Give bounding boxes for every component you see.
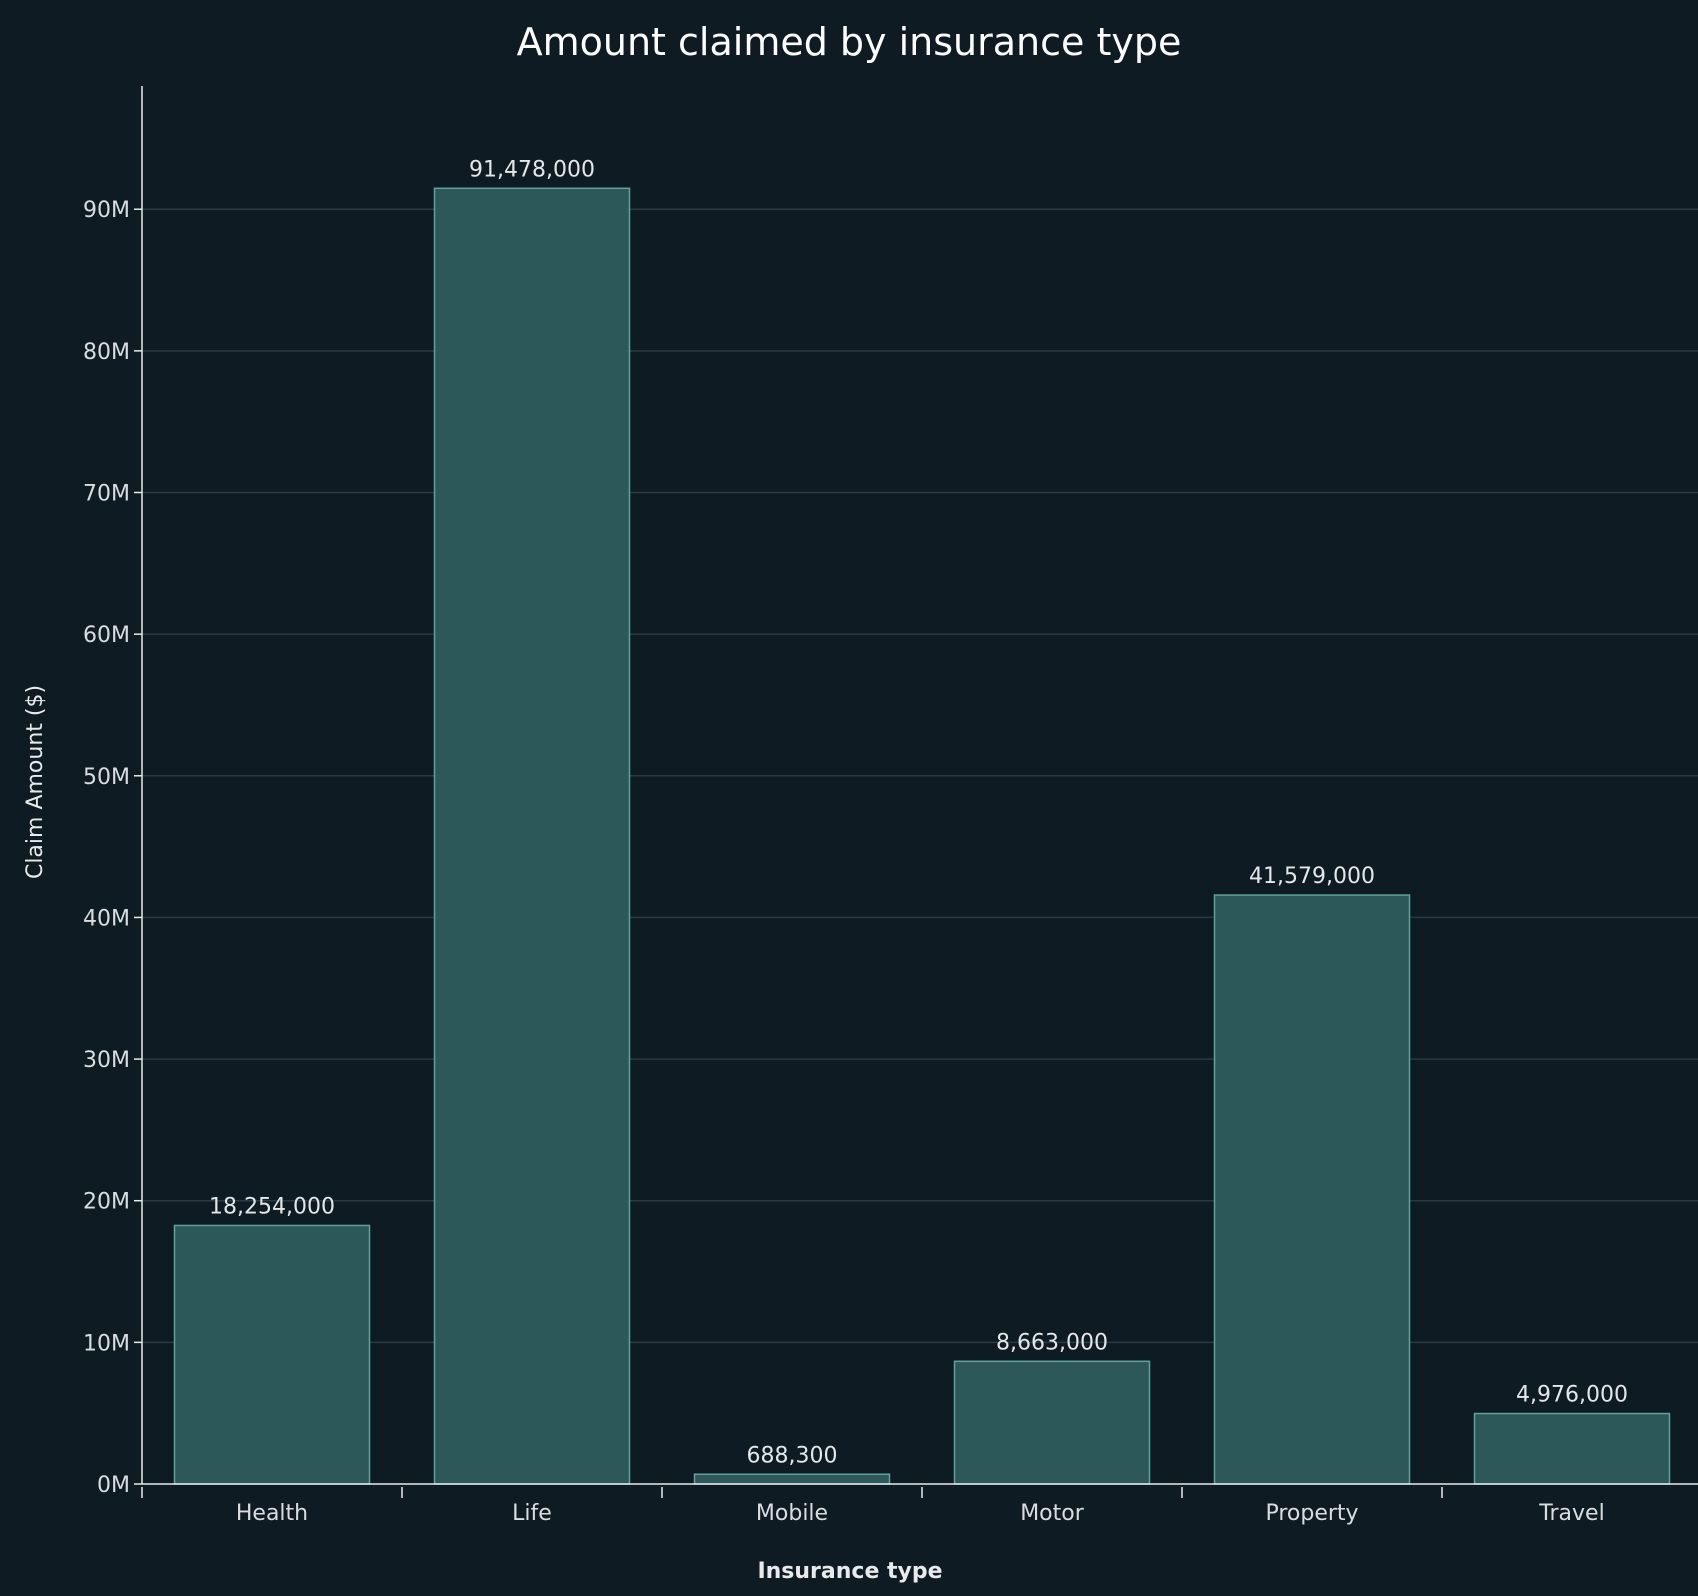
grid-lines (142, 208, 1698, 1344)
bar-life (433, 187, 631, 1485)
x-axis: Health Life Mobile Motor Property Travel (141, 1483, 1698, 1526)
x-tick-label-mobile: Mobile (756, 1501, 828, 1526)
y-tick-label: 40M (83, 906, 130, 931)
y-axis: 0M 10M 20M 30M 40M 50M 60M 70M 80M 90M (83, 86, 143, 1498)
x-axis-label: Insurance type (757, 1559, 942, 1584)
x-tick-label-travel: Travel (1538, 1501, 1604, 1526)
bars (173, 187, 1671, 1485)
y-tick-label: 80M (83, 340, 130, 365)
y-tick-label: 10M (83, 1331, 130, 1356)
data-label-health: 18,254,000 (209, 1194, 335, 1219)
bar-motor (953, 1360, 1151, 1485)
data-label-motor: 8,663,000 (996, 1330, 1108, 1355)
y-tick-label: 0M (97, 1473, 130, 1498)
data-labels: 18,254,000 91,478,000 688,300 8,663,000 41,5… (209, 157, 1628, 1468)
bar-travel (1473, 1412, 1671, 1485)
y-tick-label: 70M (83, 482, 130, 507)
bar-mobile (693, 1473, 891, 1485)
x-tick-label-property: Property (1265, 1501, 1358, 1526)
data-label-travel: 4,976,000 (1516, 1383, 1628, 1408)
data-label-property: 41,579,000 (1249, 864, 1375, 889)
y-tick-label: 90M (83, 198, 130, 223)
chart-title: Amount claimed by insurance type (517, 20, 1182, 64)
x-tick-label-life: Life (512, 1501, 552, 1526)
y-tick-label: 20M (83, 1190, 130, 1215)
x-tick-label-health: Health (236, 1501, 308, 1526)
data-label-life: 91,478,000 (469, 157, 595, 182)
y-tick-label: 50M (83, 765, 130, 790)
x-tick-label-motor: Motor (1020, 1501, 1085, 1526)
y-tick-label: 60M (83, 623, 130, 648)
y-tick-label: 30M (83, 1048, 130, 1073)
bar-health (173, 1224, 371, 1485)
data-label-mobile: 688,300 (747, 1443, 838, 1468)
y-axis-label: Claim Amount ($) (23, 685, 48, 879)
bar-property (1213, 894, 1411, 1485)
